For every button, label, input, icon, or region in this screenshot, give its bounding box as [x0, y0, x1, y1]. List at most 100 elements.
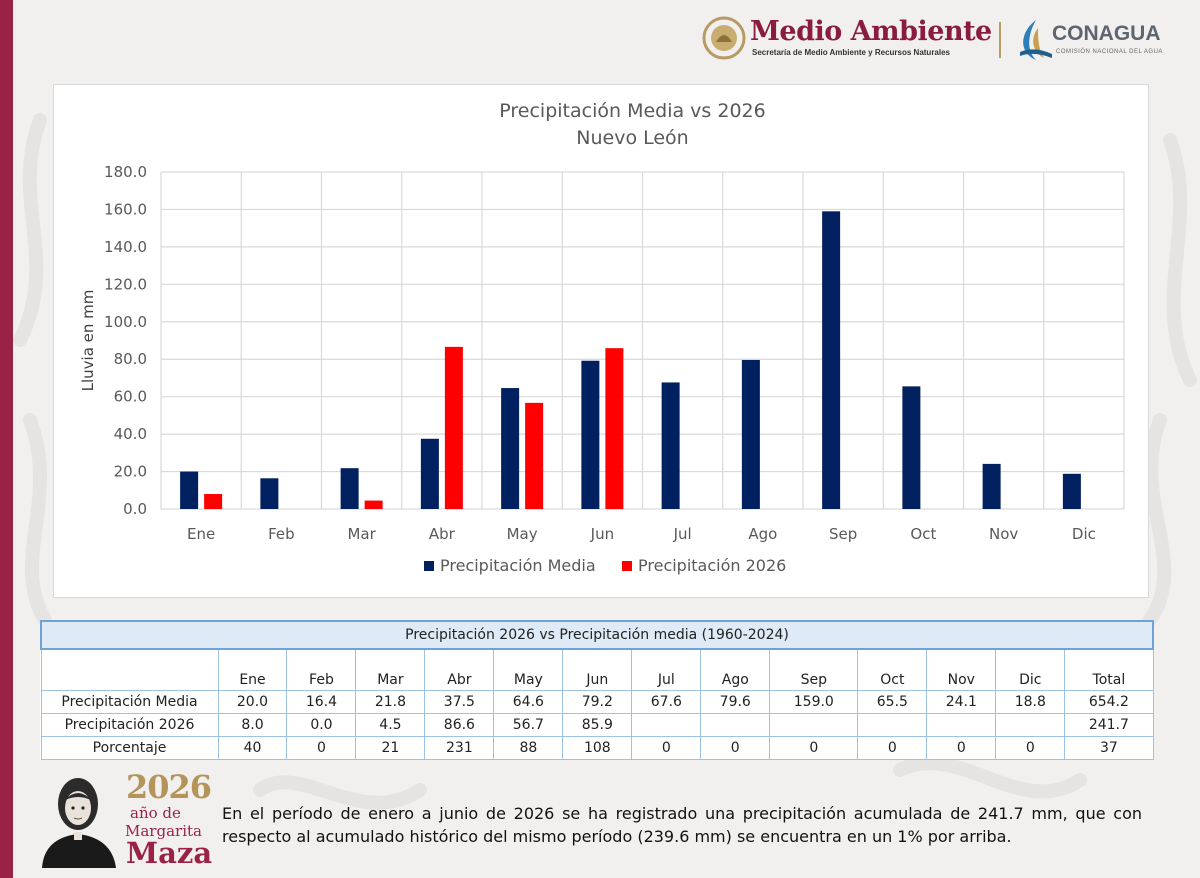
legend-swatch	[424, 561, 434, 571]
table-title: Precipitación 2026 vs Precipitación medi…	[40, 620, 1154, 650]
table-cell: 21	[355, 736, 426, 760]
x-tick-label: Oct	[910, 525, 936, 543]
table-cell	[857, 713, 928, 737]
table-cell	[769, 713, 859, 737]
table-header-cell: Dic	[995, 648, 1066, 691]
table-corner-cell	[40, 648, 219, 691]
y-tick-label: 20.0	[114, 463, 147, 481]
table-cell: 86.6	[424, 713, 495, 737]
x-tick-label: Jul	[673, 525, 692, 543]
table-cell: 37.5	[424, 690, 495, 714]
table-cell: 85.9	[562, 713, 633, 737]
table-title-row: Precipitación 2026 vs Precipitación medi…	[40, 620, 1154, 650]
y-tick-label: 100.0	[104, 313, 147, 331]
anniversary-year: 2026	[126, 768, 212, 806]
table-cell: 0.0	[286, 713, 357, 737]
table-header-cell: Total	[1064, 648, 1154, 691]
legend-swatch	[622, 561, 632, 571]
table-row: Precipitación Media 20.0 16.4 21.8 37.5 64.6 7…	[40, 690, 1154, 714]
y-tick-label: 180.0	[104, 163, 147, 181]
anniversary-name-first: Margarita	[125, 822, 202, 840]
chart-subtitle: Nuevo León	[576, 127, 688, 149]
table-cell: 79.6	[700, 690, 771, 714]
table-header-cell: Jun	[562, 648, 633, 691]
table-cell: 64.6	[493, 690, 564, 714]
bar-2026	[204, 494, 223, 509]
table-row-label: Precipitación 2026	[40, 713, 219, 737]
bar-media	[260, 478, 279, 509]
logo-divider	[999, 22, 1001, 58]
table-cell: 37	[1064, 736, 1154, 760]
bar-media	[501, 388, 520, 509]
table-cell	[631, 713, 702, 737]
table-cell: 40	[217, 736, 288, 760]
x-tick-label: Abr	[429, 525, 456, 543]
table-header-cell: Sep	[769, 648, 859, 691]
chart-panel: Precipitación Media vs 2026 Nuevo León 0.0…	[53, 84, 1149, 598]
table-row: Precipitación 2026 8.0 0.0 4.5 86.6 56.7 85.9 2…	[40, 713, 1154, 737]
x-tick-label: Jun	[590, 525, 614, 543]
bar-2026	[444, 346, 463, 509]
x-tick-label: Feb	[268, 525, 295, 543]
table-cell	[995, 713, 1066, 737]
table-cell: 0	[769, 736, 859, 760]
precipitation-chart: Precipitación Media vs 2026 Nuevo León 0.0…	[79, 100, 1125, 575]
bar-media	[741, 359, 760, 509]
table-row-label: Precipitación Media	[40, 690, 219, 714]
y-tick-label: 160.0	[104, 200, 147, 218]
y-tick-label: 80.0	[114, 350, 147, 368]
margarita-maza-portrait	[42, 778, 116, 868]
table-header-cell: Oct	[857, 648, 928, 691]
table-header-cell: Feb	[286, 648, 357, 691]
table-cell: 159.0	[769, 690, 859, 714]
table-cell: 0	[857, 736, 928, 760]
left-accent-stripe	[0, 0, 13, 878]
legend-label: Precipitación 2026	[638, 556, 786, 575]
y-tick-label: 60.0	[114, 388, 147, 406]
anniversary-de: año de	[130, 804, 181, 822]
table-cell: 0	[926, 736, 997, 760]
conagua-logo: CONAGUA COMISIÓN NACIONAL DEL AGUA	[1014, 14, 1184, 64]
bar-media	[420, 438, 439, 509]
table-cell: 20.0	[217, 690, 288, 714]
x-tick-label: Dic	[1072, 525, 1096, 543]
bar-media	[822, 211, 841, 510]
y-tick-label: 120.0	[104, 275, 147, 293]
x-tick-label: Nov	[989, 525, 1018, 543]
table-cell: 0	[286, 736, 357, 760]
table-cell: 0	[700, 736, 771, 760]
chart-title: Precipitación Media vs 2026	[499, 100, 765, 122]
table-cell: 79.2	[562, 690, 633, 714]
y-tick-label: 0.0	[123, 500, 147, 518]
table-header-cell: May	[493, 648, 564, 691]
logo-title: Medio Ambiente	[750, 16, 992, 47]
water-drop-icon	[1020, 20, 1052, 60]
table-cell: 231	[424, 736, 495, 760]
logo-subtitle: Secretaría de Medio Ambiente y Recursos …	[752, 48, 950, 57]
agency-subtitle: COMISIÓN NACIONAL DEL AGUA	[1056, 49, 1163, 55]
bar-media	[581, 360, 600, 509]
table-cell	[700, 713, 771, 737]
table-header-cell: Jul	[631, 648, 702, 691]
table-header-cell: Ago	[700, 648, 771, 691]
table-cell: 108	[562, 736, 633, 760]
y-tick-label: 40.0	[114, 425, 147, 443]
bar-2026	[605, 348, 624, 509]
bar-media	[982, 463, 1001, 509]
bar-media	[340, 468, 359, 509]
x-tick-label: Ene	[187, 525, 215, 543]
table-cell: 65.5	[857, 690, 928, 714]
table-row-label: Porcentaje	[40, 736, 219, 760]
bar-2026	[364, 500, 383, 509]
y-tick-label: 140.0	[104, 238, 147, 256]
table-cell: 67.6	[631, 690, 702, 714]
precipitation-table: Precipitación 2026 vs Precipitación medi…	[40, 620, 1154, 760]
x-tick-label: Ago	[748, 525, 777, 543]
table-cell: 88	[493, 736, 564, 760]
summary-text: En el período de enero a junio de 2026 s…	[222, 804, 1142, 846]
table-cell: 8.0	[217, 713, 288, 737]
bar-media	[1062, 473, 1081, 509]
table-header-cell: Abr	[424, 648, 495, 691]
table-cell: 56.7	[493, 713, 564, 737]
table-row: Porcentaje 40 0 21 231 88 108 0 0 0 0 0 0 37	[40, 736, 1154, 760]
